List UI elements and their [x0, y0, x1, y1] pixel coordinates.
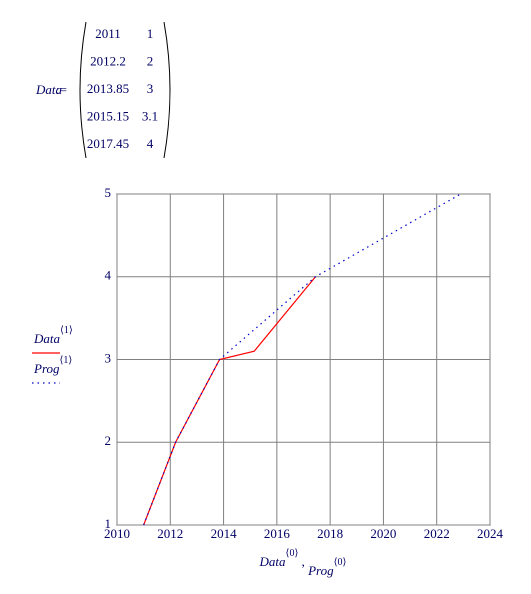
right-paren: [163, 21, 171, 159]
matrix-name: Data: [35, 82, 63, 97]
matrix-cell: 3: [147, 81, 154, 96]
x-tick-label: 2010: [104, 526, 130, 541]
x-label-part: ,: [298, 554, 308, 569]
x-tick-label: 2016: [264, 526, 291, 541]
legend-label: Prog⟨1⟩: [33, 355, 72, 376]
assign-operator: :=: [56, 82, 67, 97]
x-tick-label: 2014: [211, 526, 238, 541]
matrix-cell: 2013.85: [87, 81, 129, 96]
matrix-cell: 1: [147, 26, 154, 41]
matrix-cell: 3.1: [142, 108, 158, 123]
x-tick-label: 2012: [157, 526, 183, 541]
matrix-cell: 2012.2: [90, 53, 126, 68]
matrix: 2011 1 2012.2 2 2013.85 3 2015.15 3.1 2017.45 4: [87, 26, 158, 151]
plot: 1 2 3 4 5 2010 2012 2014 2016 2018 2020 2022 2024: [104, 185, 504, 541]
x-tick-label: 2018: [317, 526, 343, 541]
left-paren: [79, 21, 87, 159]
x-tick-label: 2022: [424, 526, 450, 541]
legend: Data⟨1⟩Prog⟨1⟩: [32, 325, 73, 384]
y-tick-label: 5: [105, 185, 112, 200]
x-label-part: ⟨0⟩: [286, 548, 299, 559]
series-line: [143, 276, 316, 526]
x-axis-label: Data⟨0⟩ , Prog⟨0⟩: [259, 548, 347, 578]
matrix-cell: 2015.15: [87, 108, 129, 123]
series-line: [143, 193, 461, 526]
x-label-part: Prog: [307, 563, 334, 578]
legend-name: Prog: [33, 361, 60, 376]
x-tick-label: 2020: [370, 526, 396, 541]
matrix-cell: 2017.45: [87, 136, 129, 151]
x-label-part: ⟨0⟩: [334, 557, 347, 568]
x-tick-label: 2024: [477, 526, 504, 541]
legend-index: ⟨1⟩: [60, 325, 73, 336]
y-tick-label: 2: [105, 433, 112, 448]
legend-label: Data⟨1⟩: [33, 325, 73, 346]
matrix-cell: 2011: [95, 26, 121, 41]
y-tick-label: 1: [105, 516, 112, 531]
y-tick-label: 3: [105, 350, 112, 365]
legend-index: ⟨1⟩: [60, 355, 73, 366]
matrix-cell: 2: [147, 53, 154, 68]
y-tick-label: 4: [105, 268, 112, 283]
matrix-cell: 4: [147, 136, 154, 151]
x-label-part: Data: [259, 554, 287, 569]
legend-name: Data: [33, 331, 61, 346]
